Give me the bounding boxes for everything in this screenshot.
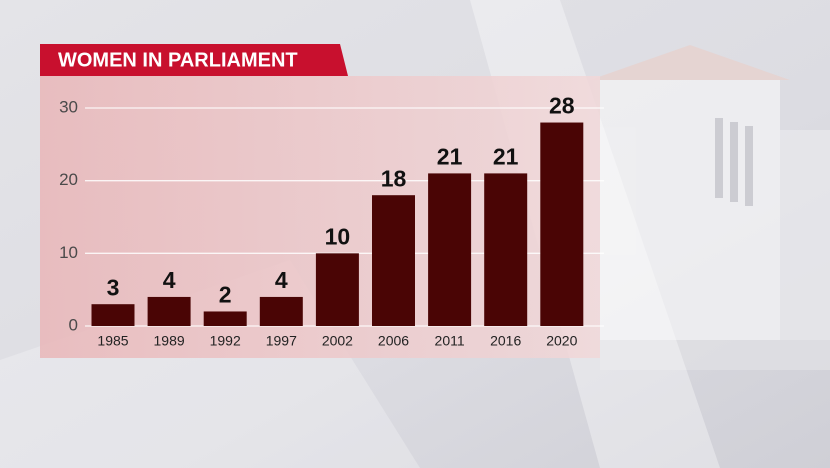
bar	[147, 296, 191, 326]
x-tick-label: 2020	[546, 333, 577, 349]
building	[590, 45, 830, 370]
y-tick-label: 0	[69, 315, 78, 334]
x-tick-label: 1985	[97, 333, 128, 349]
x-tick-label: 2016	[490, 333, 521, 349]
value-label: 21	[437, 143, 463, 169]
value-label: 4	[275, 267, 288, 293]
chart-title: WOMEN IN PARLIAMENT	[58, 49, 298, 71]
bar	[484, 173, 528, 326]
title-banner	[40, 44, 348, 76]
bar	[372, 195, 415, 326]
value-label: 21	[493, 143, 519, 169]
y-tick-label: 20	[59, 170, 78, 189]
value-label: 28	[549, 93, 575, 119]
y-tick-label: 10	[59, 243, 78, 262]
y-tick-label: 30	[59, 97, 78, 116]
x-tick-label: 1989	[154, 333, 185, 349]
value-label: 3	[107, 274, 120, 300]
x-tick-label: 2011	[435, 333, 465, 349]
x-tick-label: 1997	[266, 333, 297, 349]
x-tick-label: 2002	[322, 333, 353, 349]
bar	[540, 122, 584, 327]
bar	[259, 296, 303, 326]
value-label: 18	[381, 165, 407, 191]
bar	[91, 304, 135, 326]
bar	[203, 311, 247, 326]
x-tick-label: 1992	[210, 333, 241, 349]
bar	[315, 253, 359, 326]
bar	[428, 173, 472, 326]
x-tick-label: 2006	[378, 333, 409, 349]
value-label: 4	[163, 267, 176, 293]
value-label: 2	[219, 282, 232, 308]
value-label: 10	[325, 223, 351, 249]
